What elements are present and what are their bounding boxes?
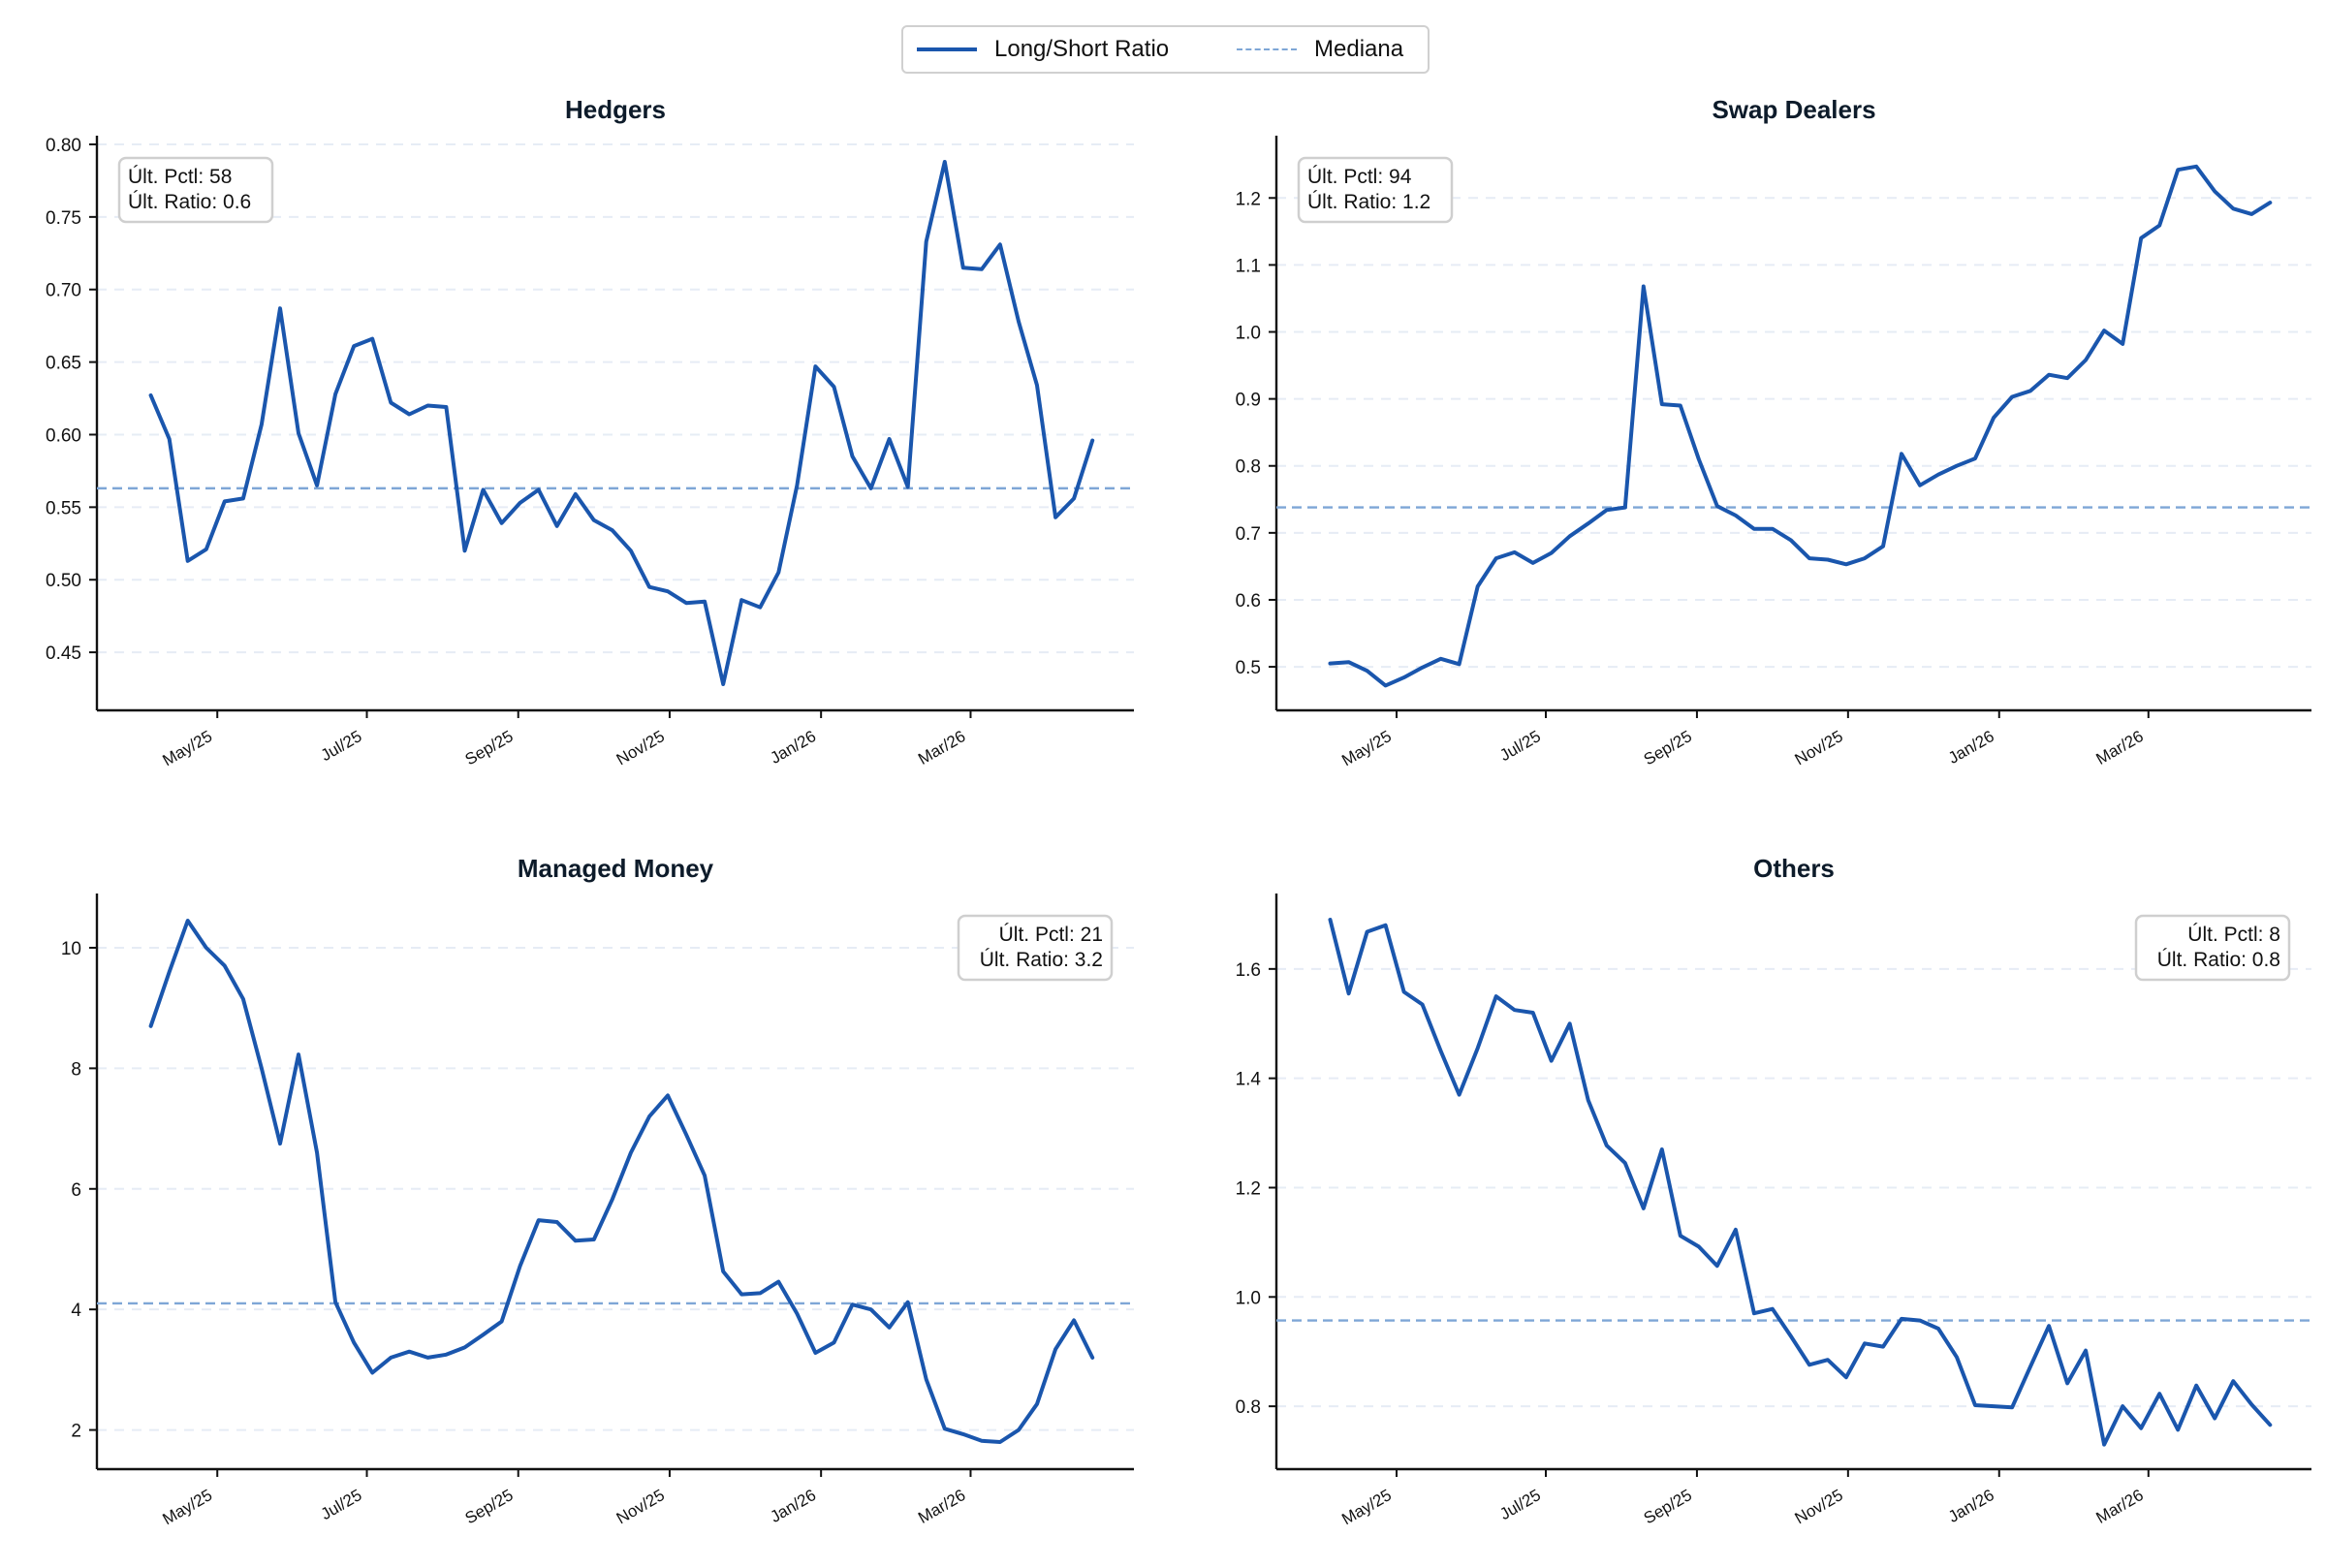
panel-title: Swap Dealers (1712, 95, 1875, 124)
x-tick-label: Sep/25 (462, 1486, 517, 1527)
y-tick-label: 6 (71, 1180, 81, 1201)
stats-annotation: Últ. Pctl: 94 Últ. Ratio: 1.2 (1297, 156, 1454, 224)
y-tick-label: 0.70 (46, 281, 81, 301)
legend-item-median: Mediana (1237, 27, 1403, 72)
y-tick-label: 1.0 (1236, 1288, 1261, 1308)
y-tick-label: 2 (71, 1422, 81, 1442)
x-tick-label: Mar/26 (2092, 1486, 2146, 1527)
x-tick-label: May/25 (159, 1486, 215, 1528)
legend-ratio-label: Long/Short Ratio (994, 36, 1170, 62)
annotation-box (2134, 914, 2291, 982)
y-tick-label: 0.5 (1236, 658, 1261, 678)
x-tick-label: Mar/26 (915, 1486, 968, 1527)
y-tick-label: 0.8 (1236, 1397, 1261, 1418)
x-tick-label: Nov/25 (1792, 1486, 1846, 1527)
x-tick-label: Nov/25 (1792, 727, 1846, 768)
x-tick-label: Jul/25 (318, 1486, 365, 1523)
chart-panel-4: Others 0.8 1.0 1.2 1.4 1.6 May/25 Jul/25 Sep/25 N… (1236, 854, 2311, 1528)
annotation-percentile: Últ. Pctl: 58 (128, 166, 232, 188)
y-tick-label: 1.6 (1236, 960, 1261, 981)
chart-panel-2: Swap Dealers 0.5 0.6 0.7 0.8 0.9 1.0 1.1 1.2 May/… (1236, 95, 2311, 769)
y-tick-label: 0.75 (46, 208, 81, 229)
legend-dashed-line-swatch (1237, 48, 1297, 50)
y-tick-label: 0.6 (1236, 591, 1261, 612)
annotation-ratio: Últ. Ratio: 3.2 (980, 949, 1103, 971)
chart-panel-3: Managed Money 2 4 6 8 10 May/25 Jul/25 Sep/25 Nov… (61, 854, 1134, 1528)
ratio-series-line (1328, 164, 2273, 688)
legend-item-ratio: Long/Short Ratio (917, 27, 1169, 72)
x-tick-label: Mar/26 (915, 727, 968, 768)
y-tick-label: 0.60 (46, 425, 81, 446)
y-tick-label: 0.80 (46, 136, 81, 156)
x-tick-label: Jan/26 (1945, 1486, 1997, 1526)
stats-annotation: Últ. Pctl: 21 Últ. Ratio: 3.2 (957, 914, 1114, 982)
x-tick-label: Jul/25 (318, 727, 365, 765)
y-tick-label: 1.0 (1236, 324, 1261, 344)
x-tick-label: Jul/25 (1496, 727, 1544, 765)
legend-median-label: Mediana (1314, 36, 1404, 62)
y-tick-label: 8 (71, 1059, 81, 1080)
annotation-box (117, 156, 274, 224)
stats-annotation: Últ. Pctl: 58 Últ. Ratio: 0.6 (117, 156, 274, 224)
annotation-ratio: Últ. Ratio: 1.2 (1307, 191, 1430, 213)
ratio-series-line (148, 919, 1095, 1444)
annotation-ratio: Últ. Ratio: 0.6 (128, 191, 251, 213)
y-tick-label: 0.50 (46, 571, 81, 591)
x-tick-label: Jan/26 (1945, 727, 1997, 768)
annotation-percentile: Últ. Pctl: 21 (999, 924, 1103, 946)
y-tick-label: 1.2 (1236, 189, 1261, 209)
panel-title: Managed Money (518, 854, 714, 883)
y-tick-label: 1.1 (1236, 256, 1261, 276)
annotation-ratio: Últ. Ratio: 0.8 (2157, 949, 2280, 971)
legend: Long/Short Ratio Mediana (901, 25, 1430, 74)
x-tick-label: May/25 (1338, 727, 1395, 769)
x-tick-label: Sep/25 (1641, 1486, 1695, 1527)
x-tick-label: Sep/25 (462, 727, 517, 768)
annotation-percentile: Últ. Pctl: 8 (2187, 924, 2280, 946)
x-tick-label: Jul/25 (1496, 1486, 1544, 1523)
annotation-percentile: Últ. Pctl: 94 (1307, 166, 1412, 188)
annotation-box (957, 914, 1114, 982)
ratio-series-line (148, 160, 1095, 686)
x-tick-label: May/25 (1338, 1486, 1395, 1528)
y-tick-label: 10 (61, 939, 81, 959)
stats-annotation: Últ. Pctl: 8 Últ. Ratio: 0.8 (2134, 914, 2291, 982)
panel-title: Others (1753, 854, 1835, 883)
y-tick-label: 0.9 (1236, 391, 1261, 411)
chart-panel-1: Hedgers 0.45 0.50 0.55 0.60 0.65 0.70 0.75 0.80 M… (46, 95, 1134, 769)
y-tick-label: 0.8 (1236, 457, 1261, 478)
x-tick-label: Nov/25 (613, 727, 668, 768)
y-tick-label: 0.65 (46, 354, 81, 374)
legend-solid-line-swatch (917, 47, 977, 51)
x-tick-label: Jan/26 (767, 1486, 819, 1526)
y-tick-label: 1.4 (1236, 1070, 1262, 1090)
x-tick-label: Mar/26 (2092, 727, 2146, 768)
y-tick-label: 0.55 (46, 498, 81, 518)
y-tick-label: 1.2 (1236, 1178, 1261, 1199)
x-tick-label: Jan/26 (767, 727, 819, 768)
x-tick-label: Nov/25 (613, 1486, 668, 1527)
y-tick-label: 0.7 (1236, 524, 1261, 545)
y-tick-label: 4 (71, 1301, 81, 1321)
annotation-box (1297, 156, 1454, 224)
x-tick-label: May/25 (159, 727, 215, 769)
y-tick-label: 0.45 (46, 643, 81, 664)
panel-title: Hedgers (565, 95, 666, 124)
ratio-series-line (1328, 918, 2273, 1447)
x-tick-label: Sep/25 (1641, 727, 1695, 768)
